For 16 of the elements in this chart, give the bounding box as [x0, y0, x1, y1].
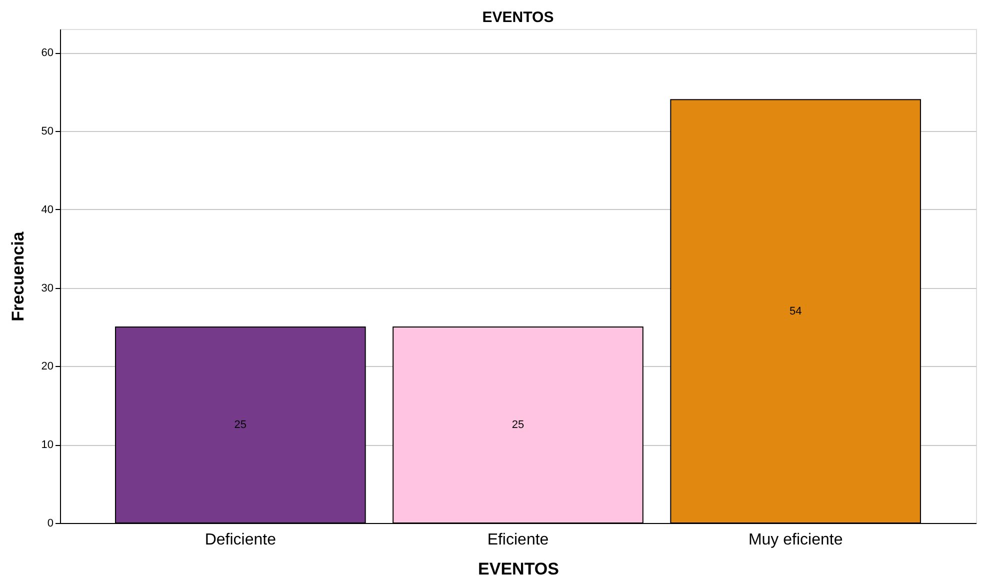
x-axis-title: EVENTOS — [478, 560, 559, 578]
y-tick-label: 10 — [41, 439, 54, 452]
x-tick-label: Muy eficiente — [748, 532, 843, 548]
data-label: 25 — [512, 418, 524, 431]
x-tick-label: Deficiente — [204, 532, 276, 548]
chart-title: EVENTOS — [482, 9, 554, 26]
y-tick-label: 30 — [41, 282, 54, 294]
data-label: 25 — [234, 418, 247, 431]
y-tick-label: 50 — [41, 125, 54, 138]
data-label: 54 — [789, 305, 802, 318]
y-tick-label: 20 — [41, 360, 54, 373]
y-tick-label: 0 — [47, 518, 54, 530]
y-tick-label: 60 — [41, 47, 54, 60]
x-tick-label: Eficiente — [487, 532, 549, 548]
y-axis-title: Frecuencia — [8, 231, 28, 322]
y-tick-label: 40 — [41, 204, 54, 216]
